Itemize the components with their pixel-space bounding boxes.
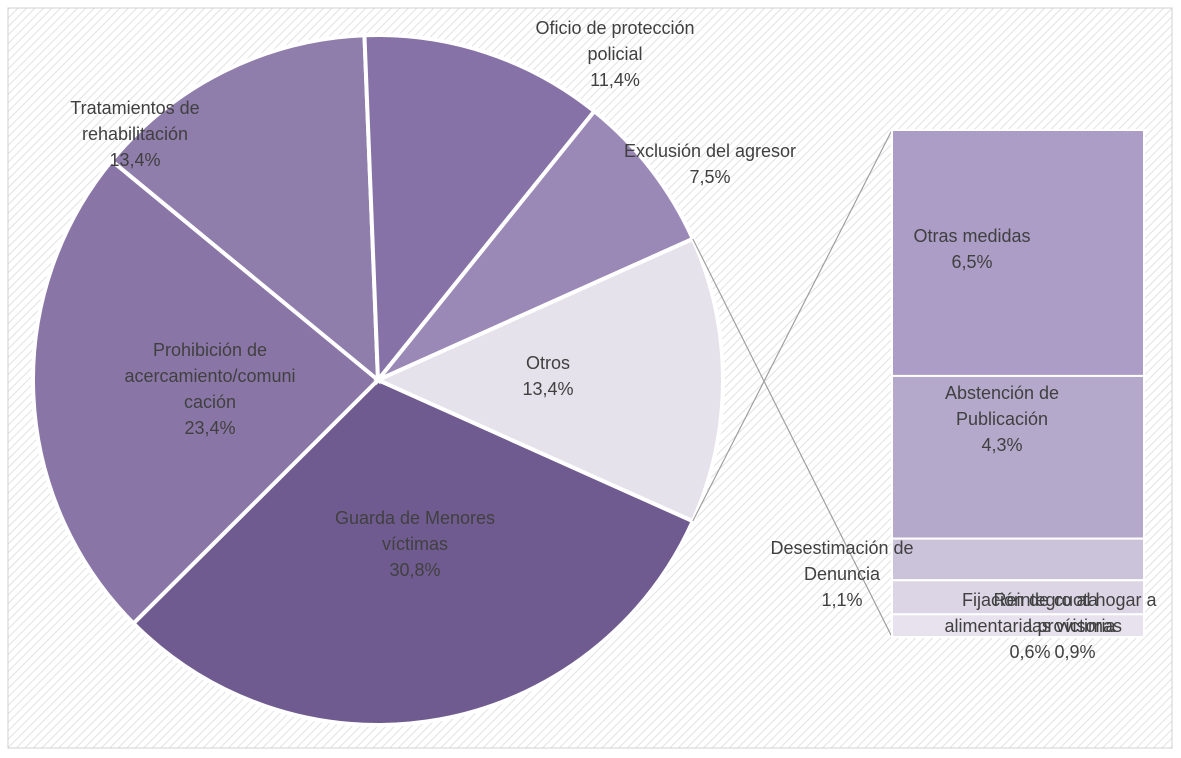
pie-slice bbox=[31, 157, 381, 627]
pie-slice bbox=[108, 33, 381, 385]
category-label: Desestimación de Denuncia bbox=[770, 538, 913, 584]
value-label: 0,9% bbox=[1054, 642, 1095, 662]
value-label: 30,8% bbox=[389, 560, 440, 580]
label-line: Prohibición de bbox=[153, 340, 267, 360]
value-label: 13,4% bbox=[109, 150, 160, 170]
label-line: Otros bbox=[526, 353, 570, 373]
label-line: las víctimas bbox=[1028, 616, 1122, 636]
pie-slice bbox=[376, 108, 696, 382]
connector-line bbox=[692, 238, 893, 638]
label-line: alimentaria provisoria bbox=[944, 616, 1116, 636]
label-line: Exclusión del agresor bbox=[624, 141, 796, 161]
label-line: policial bbox=[587, 44, 642, 64]
label-line: rehabilitación bbox=[82, 124, 188, 144]
label-line: Denuncia bbox=[804, 564, 881, 584]
bar-segment bbox=[891, 613, 1145, 639]
category-label: Prohibición de acercamiento/comuni cación bbox=[124, 340, 295, 412]
category-label: Tratamientos de rehabilitación bbox=[70, 98, 199, 144]
value-label: 11,4% bbox=[590, 70, 640, 90]
value-label: 6,5% bbox=[951, 252, 992, 272]
label-line: cación bbox=[184, 392, 236, 412]
label-line: Fijación de cuota bbox=[962, 590, 1099, 610]
label-line: Reintegro al hogar a bbox=[993, 590, 1157, 610]
label-line: víctimas bbox=[382, 534, 448, 554]
value-label: 13,4% bbox=[522, 379, 573, 399]
value-label: 7,5% bbox=[689, 167, 730, 187]
label-line: Abstención de bbox=[945, 383, 1059, 403]
label-line: acercamiento/comuni bbox=[124, 366, 295, 386]
category-label: Otros bbox=[526, 353, 570, 373]
value-label: 23,4% bbox=[184, 418, 235, 438]
bar-segment bbox=[891, 129, 1145, 377]
category-label: Guarda de Menores víctimas bbox=[335, 508, 495, 554]
bar-segment bbox=[891, 579, 1145, 616]
category-label: Fijación de cuota alimentaria provisoria bbox=[944, 590, 1116, 636]
category-label: Oficio de protección policial bbox=[535, 18, 694, 64]
category-label: Reintegro al hogar a las víctimas bbox=[993, 590, 1157, 636]
bar-segment bbox=[891, 537, 1145, 582]
category-label: Exclusión del agresor bbox=[624, 141, 796, 161]
label-line: Otras medidas bbox=[913, 226, 1030, 246]
label-line: Tratamientos de bbox=[70, 98, 199, 118]
label-line: Publicación bbox=[956, 409, 1048, 429]
label-line: Oficio de protección bbox=[535, 18, 694, 38]
label-line: Guarda de Menores bbox=[335, 508, 495, 528]
connector-line bbox=[692, 129, 893, 522]
value-label: 4,3% bbox=[981, 435, 1022, 455]
pie-slice bbox=[373, 236, 725, 524]
bar-segment bbox=[891, 374, 1145, 540]
category-label: Otras medidas bbox=[913, 226, 1030, 246]
pie-slice bbox=[130, 377, 696, 727]
label-line: Desestimación de bbox=[770, 538, 913, 558]
value-label: 1,1% bbox=[821, 590, 862, 610]
value-label: 0,6% bbox=[1009, 642, 1050, 662]
pie-slice bbox=[362, 33, 598, 386]
category-label: Abstención de Publicación bbox=[945, 383, 1059, 429]
